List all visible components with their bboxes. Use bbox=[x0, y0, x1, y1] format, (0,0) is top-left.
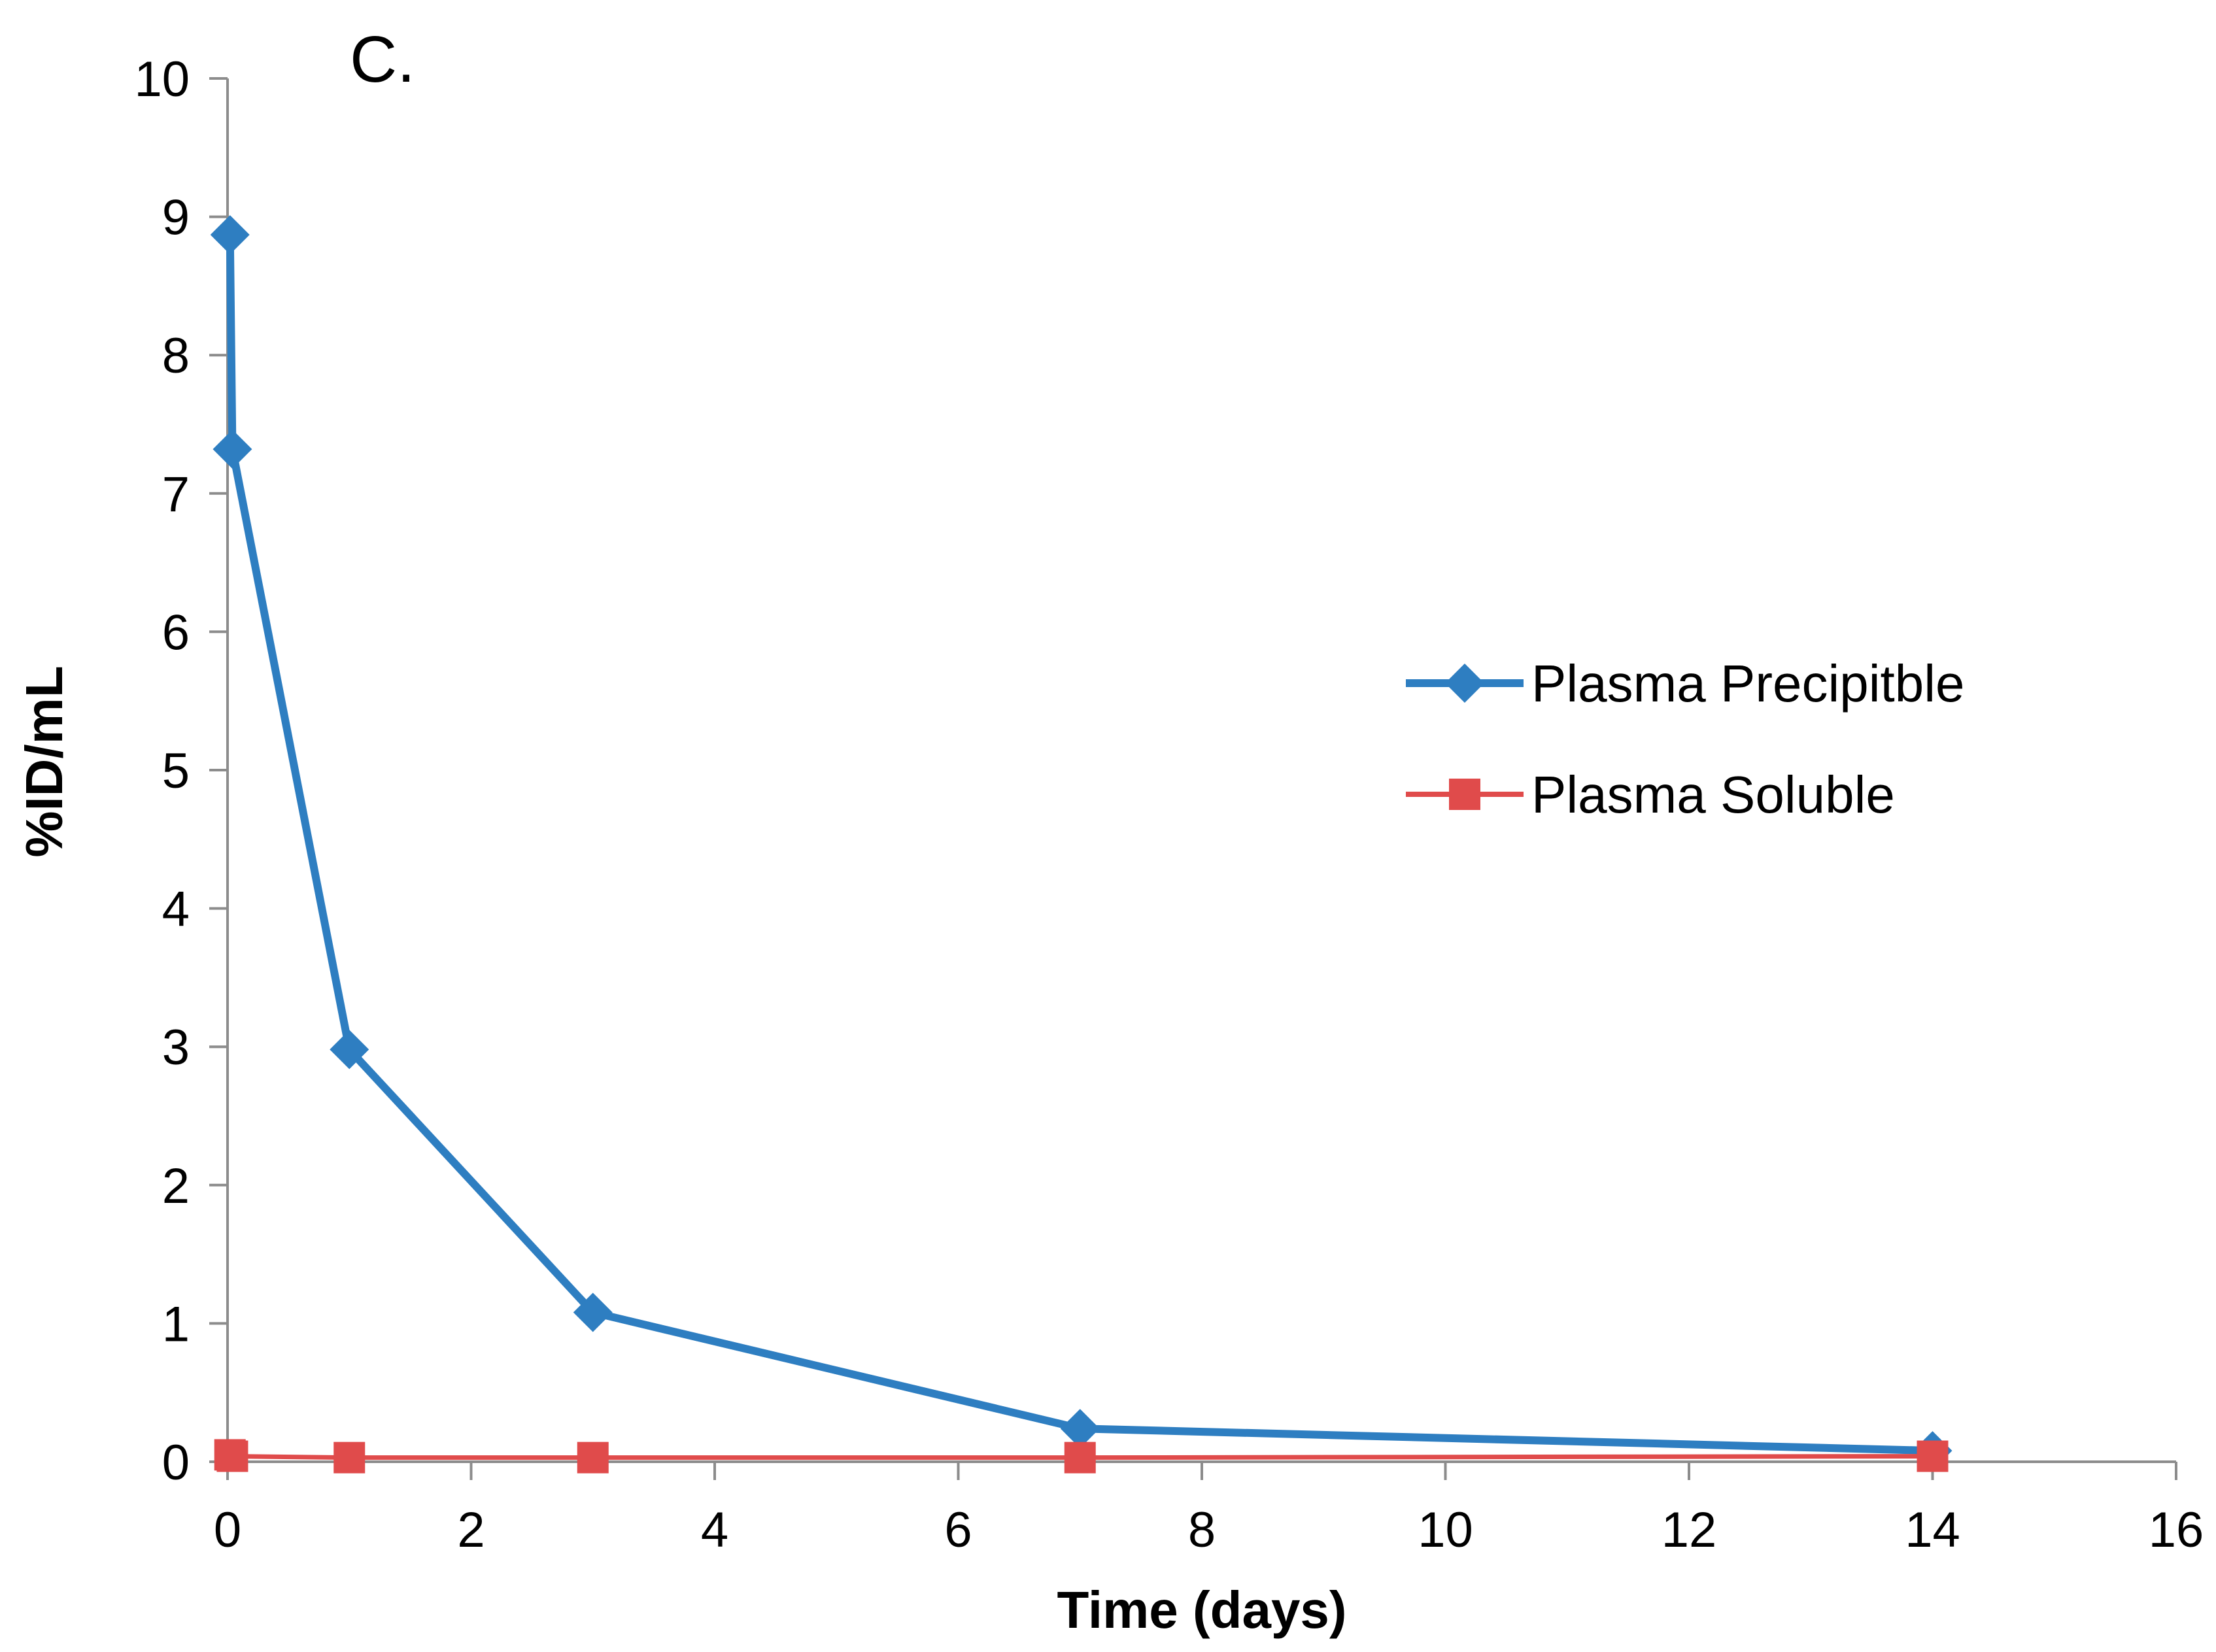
data-point bbox=[573, 1292, 613, 1332]
x-tick-label: 6 bbox=[944, 1502, 972, 1558]
series-line bbox=[226, 235, 1933, 1455]
x-tick-label: 0 bbox=[214, 1502, 241, 1558]
series-plasma-precipitble bbox=[210, 215, 1952, 1471]
y-tick-label: 10 bbox=[134, 52, 190, 107]
x-tick-label: 8 bbox=[1188, 1502, 1216, 1558]
y-tick-label: 5 bbox=[162, 743, 190, 799]
data-point bbox=[210, 215, 250, 255]
y-tick-label: 7 bbox=[162, 467, 190, 522]
data-point bbox=[577, 1441, 609, 1474]
y-tick-label: 4 bbox=[162, 882, 190, 937]
x-axis-title: Time (days) bbox=[1057, 1581, 1346, 1639]
data-point bbox=[216, 1440, 248, 1472]
x-tick-label: 16 bbox=[2149, 1502, 2204, 1558]
y-tick-label: 1 bbox=[162, 1296, 190, 1352]
series-layer bbox=[210, 215, 1952, 1474]
legend-item: Plasma Precipitble bbox=[1406, 654, 1965, 713]
legend: Plasma Precipitble Plasma Soluble bbox=[1406, 654, 1965, 824]
y-tick-label: 0 bbox=[162, 1435, 190, 1491]
y-tick-label: 9 bbox=[162, 190, 190, 246]
y-tick-label: 2 bbox=[162, 1158, 190, 1214]
legend-marker bbox=[1449, 779, 1480, 810]
legend-label: Plasma Precipitble bbox=[1531, 654, 1965, 713]
x-tick-label: 2 bbox=[457, 1502, 485, 1558]
data-point bbox=[1917, 1440, 1949, 1472]
data-point bbox=[1060, 1409, 1100, 1449]
legend-label: Plasma Soluble bbox=[1531, 766, 1895, 824]
y-tick-label: 8 bbox=[162, 328, 190, 384]
y-tick-label: 6 bbox=[162, 605, 190, 660]
x-tick-label: 10 bbox=[1418, 1502, 1473, 1558]
y-axis-title: %ID/mL bbox=[15, 666, 73, 857]
data-point bbox=[333, 1441, 366, 1474]
data-point bbox=[213, 430, 252, 469]
legend-marker bbox=[1445, 664, 1484, 703]
data-point bbox=[330, 1030, 369, 1070]
x-tick-label: 14 bbox=[1905, 1502, 1960, 1558]
y-tick-label: 3 bbox=[162, 1020, 190, 1075]
data-point bbox=[1064, 1441, 1096, 1474]
panel-label: C. bbox=[350, 23, 415, 96]
legend-item: Plasma Soluble bbox=[1406, 766, 1895, 824]
series-plasma-soluble bbox=[214, 1439, 1949, 1474]
x-tick-label: 4 bbox=[701, 1502, 728, 1558]
x-tick-label: 12 bbox=[1662, 1502, 1717, 1558]
